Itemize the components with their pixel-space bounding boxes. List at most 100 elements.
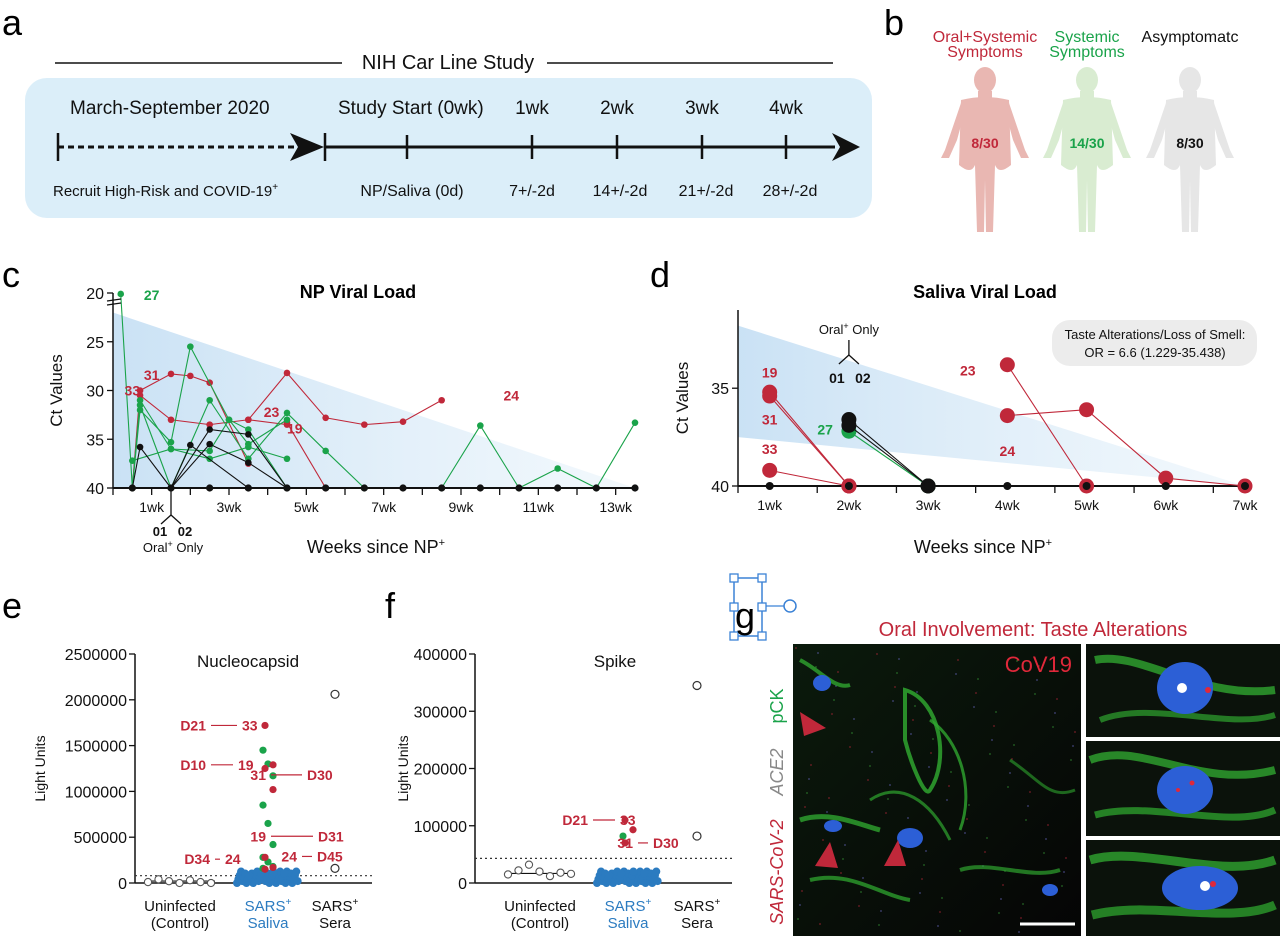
- y-axis-label: Ct Values: [47, 354, 66, 426]
- axis-break: [106, 298, 122, 302]
- signal-dot: [998, 912, 1000, 914]
- inset-fiber: [1088, 851, 1277, 871]
- data-point: [322, 414, 329, 422]
- data-point: [438, 396, 445, 404]
- annotation-left: D21: [180, 717, 206, 733]
- signal-dot: [1002, 884, 1004, 886]
- category-label: (Control): [151, 915, 209, 932]
- data-point: [245, 431, 252, 438]
- x-tick-label: 1wk: [757, 497, 783, 513]
- inset-fiber: [1090, 900, 1277, 920]
- x-tick-label: 1wk: [139, 499, 165, 515]
- rotate-handle[interactable]: [783, 599, 797, 613]
- data-point: [283, 369, 291, 377]
- y-tick-label: 500000: [74, 830, 127, 847]
- data-point: [187, 441, 194, 449]
- signal-dot: [984, 851, 986, 853]
- x-tick-label: 7wk: [371, 499, 397, 515]
- category-label: Uninfected: [504, 898, 576, 915]
- chart-title: Saliva Viral Load: [913, 282, 1057, 302]
- data-point: [999, 357, 1015, 373]
- saliva-point-red: [621, 816, 629, 824]
- y-tick-label: 100000: [414, 819, 467, 836]
- data-point: [206, 447, 213, 455]
- y-tick-label: 300000: [414, 704, 467, 721]
- subject-id: 02: [178, 524, 192, 539]
- y-axis-label: Light Units: [395, 735, 411, 801]
- series-line: [1006, 364, 1088, 487]
- symptom-label: Oral+Systemic: [933, 29, 1037, 46]
- inset-spot: [1177, 683, 1187, 693]
- timeline-week-labels: 1wk 2wk 3wk 4wk: [515, 98, 803, 119]
- signal-dot: [844, 844, 846, 846]
- series-line: [848, 419, 929, 487]
- selection-handle[interactable]: [757, 573, 767, 583]
- x-tick-label: 3wk: [916, 497, 942, 513]
- signal-dot: [1047, 824, 1049, 826]
- data-point: [136, 443, 144, 451]
- control-point: [206, 878, 216, 888]
- x-tick-label: 7wk: [1233, 497, 1259, 513]
- inset-nucleus: [1162, 866, 1238, 910]
- x-tick-label: 6wk: [1153, 497, 1179, 513]
- baseline-point: [1161, 482, 1170, 490]
- annotation-right: D30: [307, 767, 333, 783]
- y-tick-label: 30: [86, 384, 104, 401]
- annotation-right: 24: [225, 851, 241, 867]
- signal-dot: [910, 733, 912, 735]
- tissue-fiber: [809, 875, 911, 902]
- signal-dot: [810, 764, 812, 766]
- saliva-viral-load-chart: Saliva Viral Load 35 40 1wk 2wk 3wk 4wk 5wk 6wk 7…: [673, 282, 1258, 557]
- category-label: SARS+: [674, 897, 721, 915]
- signal-dot: [1018, 931, 1020, 933]
- x-tick-label: 3wk: [217, 499, 243, 515]
- week-label: 4wk: [769, 98, 803, 119]
- signal-dot: [1038, 665, 1040, 667]
- selection-handle[interactable]: [729, 602, 739, 612]
- saliva-point-green: [269, 840, 277, 849]
- signal-dot: [923, 864, 925, 866]
- x-tick-label: 4wk: [995, 497, 1021, 513]
- saliva-point-red: [261, 853, 269, 861]
- y-tick-label: 400000: [414, 647, 467, 664]
- selection-handle[interactable]: [757, 631, 767, 641]
- signal-dot: [804, 806, 806, 808]
- signal-dot: [808, 778, 810, 780]
- signal-dot: [892, 700, 894, 702]
- data-point: [245, 416, 252, 424]
- series-line: [286, 422, 327, 489]
- signal-dot: [932, 738, 934, 740]
- panel-label-a: a: [2, 2, 23, 43]
- saliva-point-red: [261, 764, 269, 773]
- human-figure-icon: [1146, 67, 1234, 232]
- oral-only-branch: [160, 514, 172, 525]
- inset-spot: [1205, 687, 1211, 693]
- data-point: [762, 462, 778, 478]
- signal-dot: [828, 797, 830, 799]
- control-point: [143, 877, 153, 887]
- panel-label-c: c: [2, 254, 20, 295]
- saliva-point: [605, 871, 614, 880]
- selection-handle[interactable]: [729, 631, 739, 641]
- x-tick-label: 13wk: [599, 499, 633, 515]
- y-tick-label: 2500000: [65, 647, 127, 664]
- inset-spot: [1189, 780, 1195, 786]
- y-tick-label: 1500000: [65, 739, 127, 756]
- symptom-count: 8/30: [1176, 135, 1203, 151]
- signal-dot: [989, 753, 991, 755]
- control-point: [524, 860, 534, 869]
- selection-handle[interactable]: [757, 602, 767, 612]
- panel-g-selection[interactable]: g: [729, 573, 797, 641]
- control-point: [545, 871, 555, 881]
- saliva-point: [629, 867, 638, 876]
- data-point: [206, 421, 213, 428]
- subject-id: 02: [855, 370, 871, 386]
- symptom-label: Symptoms: [947, 44, 1023, 61]
- data-point: [283, 455, 291, 463]
- signal-dot: [975, 692, 977, 694]
- x-tick-label: 2wk: [836, 497, 862, 513]
- stat-line: OR = 6.6 (1.229-35.438): [1084, 345, 1225, 360]
- tissue-fiber: [799, 814, 881, 833]
- selection-handle[interactable]: [729, 573, 739, 583]
